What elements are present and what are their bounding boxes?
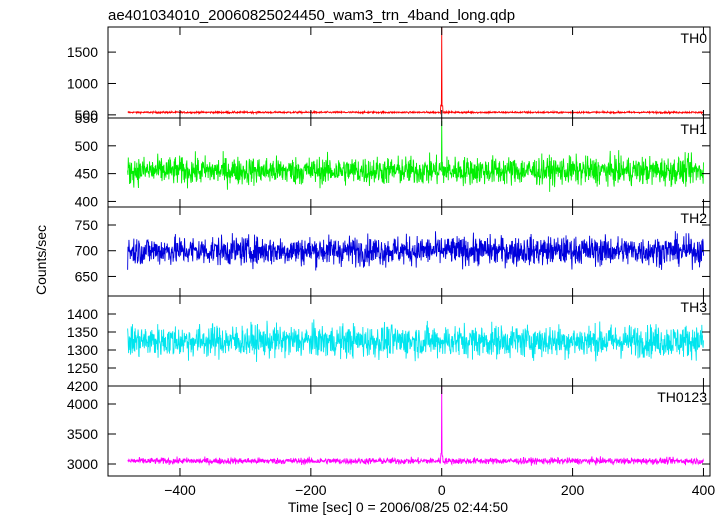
- panel-th0: 500 1000 1500 TH0: [67, 26, 711, 123]
- y-tick-label: 1300: [67, 342, 98, 358]
- y-tick-label: 650: [75, 268, 99, 284]
- panel-frame: [107, 26, 711, 119]
- y-tick-label: 1400: [67, 306, 98, 322]
- y-tick-label: 1500: [67, 44, 98, 60]
- y-tick-label: 4000: [67, 396, 98, 412]
- panel-th3: 1250 1300 1350 1400 TH3: [67, 295, 711, 387]
- y-tick-label: 400: [75, 193, 99, 209]
- series-label: TH2: [681, 210, 708, 226]
- y-tick-label: 1250: [67, 360, 98, 376]
- series-label: TH0123: [657, 389, 707, 405]
- chart-title: ae401034010_20060825024450_wam3_trn_4ban…: [108, 7, 515, 24]
- series-line-th2: [127, 231, 704, 271]
- x-tick-label: 0: [438, 482, 446, 498]
- y-tick-label: 1350: [67, 324, 98, 340]
- y-tick-label: 550: [75, 110, 99, 126]
- series-line-th0123: [127, 386, 704, 467]
- x-tick-label: −200: [295, 482, 327, 498]
- y-tick-label: 3000: [67, 456, 98, 472]
- y-tick-label: 450: [75, 166, 99, 182]
- y-tick-label: 700: [75, 243, 99, 259]
- series-line-th1: [127, 120, 704, 192]
- x-tick-label: −400: [164, 482, 196, 498]
- series-line-th0: [127, 27, 704, 116]
- y-axis-label: Counts/sec: [33, 225, 49, 295]
- y-tick-label: 750: [75, 217, 99, 233]
- series-line-th3: [127, 319, 704, 362]
- x-tick-label: 200: [561, 482, 585, 498]
- y-tick-label: 500: [75, 138, 99, 154]
- x-tick-label: 400: [692, 482, 716, 498]
- y-tick-label: 4200: [67, 378, 98, 394]
- y-tick-label: 1000: [67, 75, 98, 91]
- series-label: TH0: [681, 30, 708, 46]
- y-tick-label: 3500: [67, 426, 98, 442]
- series-label: TH1: [681, 121, 708, 137]
- series-label: TH3: [681, 299, 708, 315]
- panel-th2: 650 700 750 TH2: [75, 206, 711, 297]
- y-tick-label: 500: [75, 107, 99, 123]
- x-axis-label: Time [sec] 0 = 2006/08/25 02:44:50: [288, 499, 508, 515]
- panel-th0123: 3000 3500 4000 4200 TH0123: [67, 378, 711, 477]
- panel-frame: [107, 385, 711, 477]
